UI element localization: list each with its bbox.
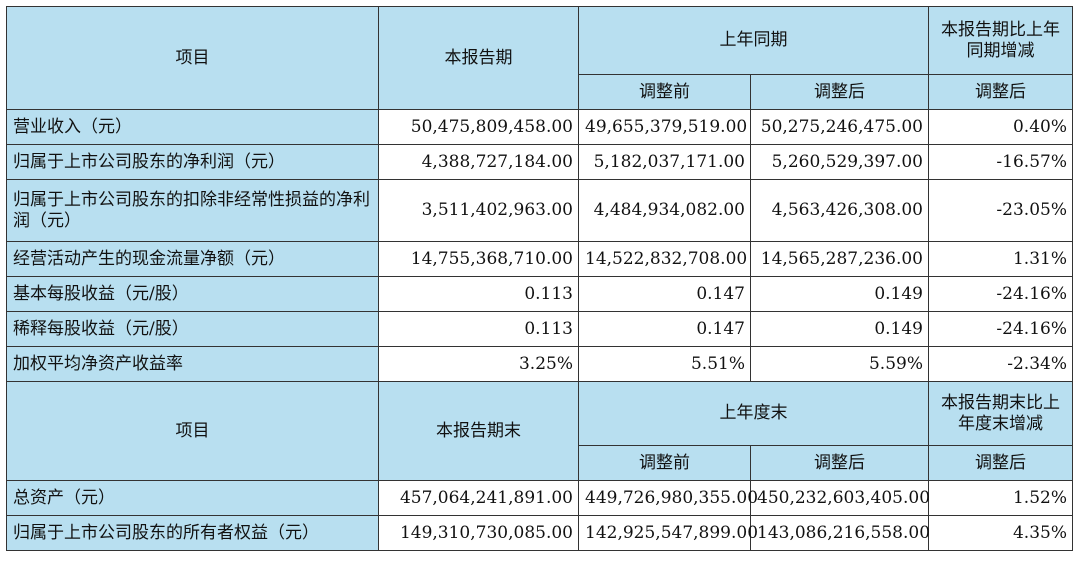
before-adjustment-value: 14,522,832,708.00 [578, 241, 751, 277]
header-change: 本报告期比上年同期增减 [928, 6, 1073, 75]
header-period-end: 本报告期末 [378, 381, 579, 481]
change-value: -16.57% [928, 144, 1073, 180]
row-label: 稀释每股收益（元/股） [6, 311, 379, 347]
after-adjustment-value: 5,260,529,397.00 [750, 144, 929, 180]
change-value: -2.34% [928, 346, 1073, 382]
header-change-after-adjustment: 调整后 [928, 74, 1073, 110]
before-adjustment-value: 5.51% [578, 346, 751, 382]
header-prior-year-end: 上年度末 [578, 381, 929, 446]
after-adjustment-value: 0.149 [750, 276, 929, 312]
header-current-period: 本报告期 [378, 6, 579, 110]
after-adjustment-value: 450,232,603,405.00 [750, 480, 930, 516]
current-value: 149,310,730,085.00 [378, 515, 579, 551]
row-label: 基本每股收益（元/股） [6, 276, 379, 312]
before-adjustment-value: 5,182,037,171.00 [578, 144, 751, 180]
table-row: 归属于上市公司股东的所有者权益（元） 149,310,730,085.00 14… [6, 515, 1073, 551]
change-value: 1.52% [928, 480, 1073, 516]
change-value: 0.40% [928, 109, 1073, 145]
financial-summary-table: 项目 本报告期 上年同期 本报告期比上年同期增减 调整前 调整后 调整后 营业收… [6, 6, 1073, 551]
before-adjustment-value: 142,925,547,899.00 [578, 515, 758, 551]
after-adjustment-value: 143,086,216,558.00 [750, 515, 930, 551]
current-value: 0.113 [378, 276, 579, 312]
current-value: 14,755,368,710.00 [378, 241, 579, 277]
header-item: 项目 [6, 381, 379, 481]
before-adjustment-value: 4,484,934,082.00 [578, 179, 751, 242]
header-before-adjustment: 调整前 [578, 445, 751, 481]
table-row: 经营活动产生的现金流量净额（元） 14,755,368,710.00 14,52… [6, 241, 1073, 277]
change-value: 1.31% [928, 241, 1073, 277]
current-value: 3.25% [378, 346, 579, 382]
current-value: 4,388,727,184.00 [378, 144, 579, 180]
before-adjustment-value: 449,726,980,355.00 [578, 480, 758, 516]
header-after-adjustment: 调整后 [750, 74, 929, 110]
header-change: 本报告期末比上年度末增减 [928, 381, 1073, 446]
change-value: -23.05% [928, 179, 1073, 242]
header-row-2: 项目 本报告期末 上年度末 本报告期末比上年度末增减 [6, 381, 1073, 481]
table-row: 加权平均净资产收益率 3.25% 5.51% 5.59% -2.34% [6, 346, 1073, 382]
change-value: -24.16% [928, 311, 1073, 347]
table-row: 归属于上市公司股东的净利润（元） 4,388,727,184.00 5,182,… [6, 144, 1073, 180]
row-label: 经营活动产生的现金流量净额（元） [6, 241, 379, 277]
row-label: 归属于上市公司股东的扣除非经常性损益的净利润（元） [6, 179, 379, 242]
before-adjustment-value: 0.147 [578, 276, 751, 312]
header-prior-period: 上年同期 [578, 6, 929, 75]
header-subrow-1: 调整前 调整后 调整后 [7, 74, 1073, 110]
after-adjustment-value: 50,275,246,475.00 [750, 109, 929, 145]
row-label: 归属于上市公司股东的所有者权益（元） [6, 515, 379, 551]
current-value: 457,064,241,891.00 [378, 480, 579, 516]
change-value: 4.35% [928, 515, 1073, 551]
row-label: 营业收入（元） [6, 109, 379, 145]
after-adjustment-value: 0.149 [750, 311, 929, 347]
after-adjustment-value: 4,563,426,308.00 [750, 179, 929, 242]
after-adjustment-value: 5.59% [750, 346, 929, 382]
table-row: 营业收入（元） 50,475,809,458.00 49,655,379,519… [6, 109, 1073, 145]
header-row-1: 项目 本报告期 上年同期 本报告期比上年同期增减 [6, 6, 1073, 110]
header-before-adjustment: 调整前 [578, 74, 751, 110]
table-row: 基本每股收益（元/股） 0.113 0.147 0.149 -24.16% [6, 276, 1073, 312]
row-label: 加权平均净资产收益率 [6, 346, 379, 382]
current-value: 50,475,809,458.00 [378, 109, 579, 145]
change-value: -24.16% [928, 276, 1073, 312]
after-adjustment-value: 14,565,287,236.00 [750, 241, 929, 277]
table-row: 稀释每股收益（元/股） 0.113 0.147 0.149 -24.16% [6, 311, 1073, 347]
current-value: 3,511,402,963.00 [378, 179, 579, 242]
header-change-after-adjustment: 调整后 [928, 445, 1073, 481]
table-row: 总资产（元） 457,064,241,891.00 449,726,980,35… [6, 480, 1073, 516]
table-row: 归属于上市公司股东的扣除非经常性损益的净利润（元） 3,511,402,963.… [6, 179, 1073, 242]
before-adjustment-value: 49,655,379,519.00 [578, 109, 751, 145]
row-label: 总资产（元） [6, 480, 379, 516]
header-subrow-2: 调整前 调整后 调整后 [7, 445, 1073, 481]
row-label: 归属于上市公司股东的净利润（元） [6, 144, 379, 180]
header-item: 项目 [6, 6, 379, 110]
before-adjustment-value: 0.147 [578, 311, 751, 347]
header-after-adjustment: 调整后 [750, 445, 929, 481]
current-value: 0.113 [378, 311, 579, 347]
